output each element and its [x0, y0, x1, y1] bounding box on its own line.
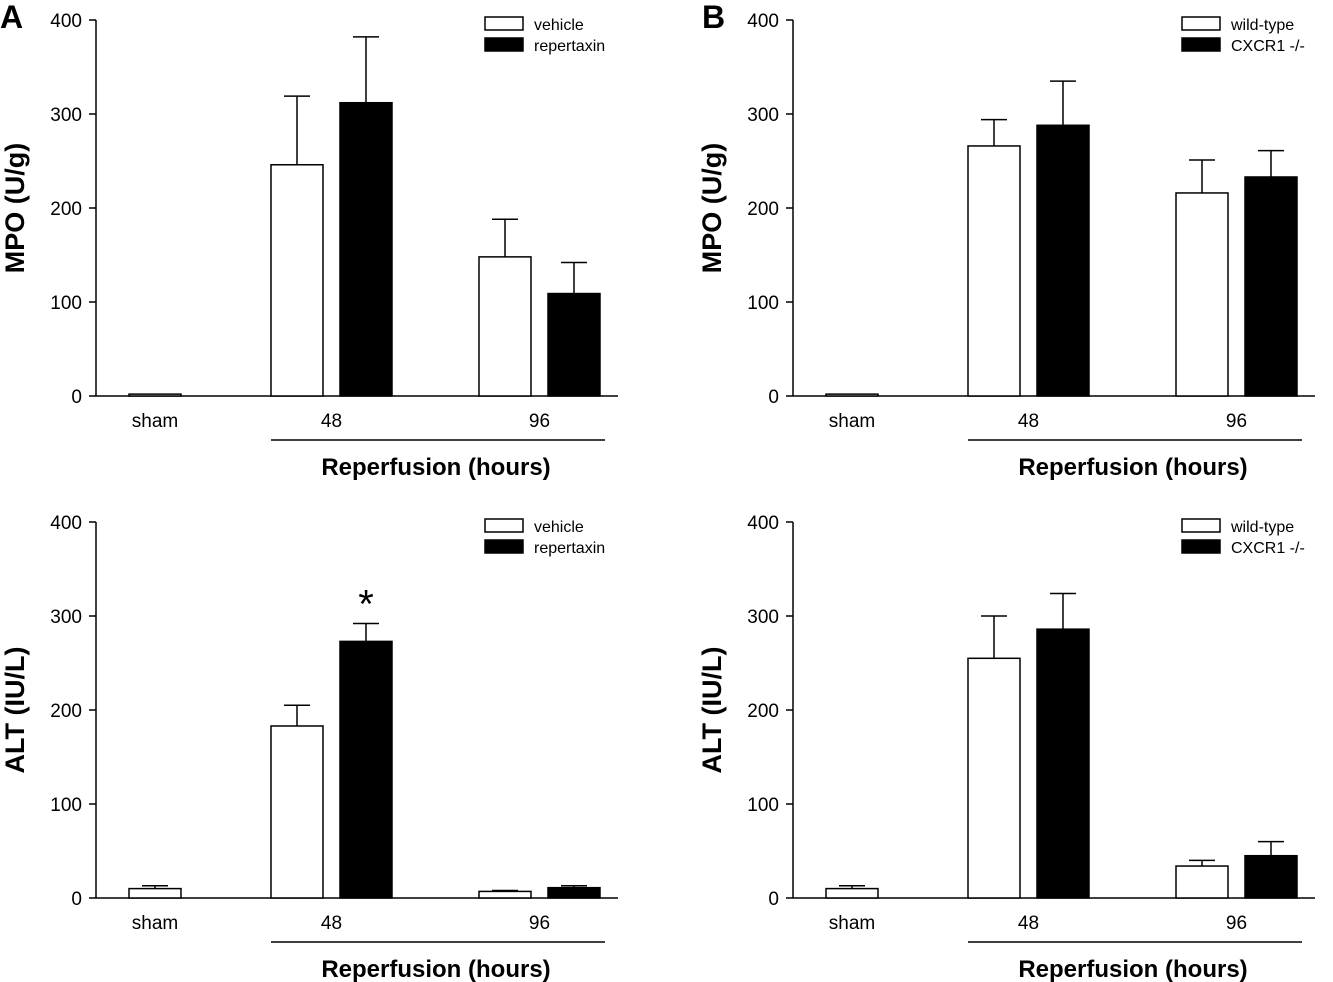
x-axis-label: Reperfusion (hours)	[1018, 956, 1247, 982]
x-tick-label: 96	[529, 913, 550, 934]
panel-label-b: B	[702, 0, 725, 35]
y-tick-label: 200	[50, 701, 82, 722]
bar-sham-vehicle	[128, 393, 182, 397]
bar-48-wild-type	[967, 657, 1021, 899]
y-tick-label: 0	[71, 889, 82, 910]
legend-swatch	[484, 518, 524, 533]
legend-label: repertaxin	[534, 540, 605, 557]
legend-label: wild-type	[1230, 17, 1294, 34]
y-tick-label: 100	[50, 795, 82, 816]
x-axis-label: Reperfusion (hours)	[1018, 454, 1247, 481]
x-tick-label: sham	[132, 913, 178, 934]
bar-96-wild-type	[1175, 865, 1229, 899]
bar-48-cxcr1-	[1036, 124, 1090, 397]
chart-panel-1: 0 100 200 300 400 MPO (U/g) sham 48 96 Reperfusio…	[0, 11, 618, 481]
y-tick-label: 200	[747, 199, 779, 220]
legend-swatch	[1181, 16, 1221, 31]
y-tick-label: 300	[50, 105, 82, 126]
x-axis-label: Reperfusion (hours)	[321, 956, 550, 982]
y-tick-label: 200	[747, 701, 779, 722]
chart-panel-3: 0 100 200 300 400 ALT (IU/L) * sham 48 96 Reperfus…	[0, 513, 618, 982]
y-tick-label: 300	[747, 607, 779, 628]
y-tick-label: 400	[747, 11, 779, 32]
bar-48-cxcr1-	[1036, 628, 1090, 899]
x-tick-label: 48	[1018, 411, 1039, 432]
charts-group: 0 100 200 300 400 MPO (U/g) sham 48 96 Reperfusio…	[0, 11, 1315, 982]
legend-label: CXCR1 -/-	[1231, 38, 1305, 55]
x-tick-label: 96	[529, 411, 550, 432]
legend-swatch	[1181, 518, 1221, 533]
y-tick-label: 300	[747, 105, 779, 126]
legend-swatch	[1181, 37, 1221, 52]
y-tick-label: 200	[50, 199, 82, 220]
bar-96-wild-type	[1175, 192, 1229, 397]
legend-label: CXCR1 -/-	[1231, 540, 1305, 557]
y-tick-label: 100	[747, 293, 779, 314]
bar-96-cxcr1-	[1244, 176, 1298, 397]
x-tick-label: sham	[829, 411, 875, 432]
y-tick-label: 400	[50, 513, 82, 534]
bar-96-repertaxin	[547, 886, 601, 899]
y-axis-label: ALT (IU/L)	[697, 647, 727, 774]
legend-label: wild-type	[1230, 519, 1294, 536]
legend-swatch	[484, 16, 524, 31]
x-tick-label: 96	[1226, 913, 1247, 934]
y-tick-label: 0	[768, 889, 779, 910]
y-tick-label: 400	[50, 11, 82, 32]
legend-swatch	[1181, 539, 1221, 554]
chart-panel-4: 0 100 200 300 400 ALT (IU/L) sham 48 96 Reperfusi…	[697, 513, 1315, 982]
bar-sham-vehicle	[128, 887, 182, 899]
legend-label: repertaxin	[534, 38, 605, 55]
y-tick-label: 100	[747, 795, 779, 816]
x-axis-label: Reperfusion (hours)	[321, 454, 550, 481]
legend-label: vehicle	[534, 17, 584, 34]
bar-sham-wild-type	[825, 887, 879, 899]
x-tick-label: sham	[829, 913, 875, 934]
panel-label-a: A	[0, 0, 23, 35]
legend-swatch	[484, 37, 524, 52]
bar-96-cxcr1-	[1244, 854, 1298, 899]
y-axis-label: ALT (IU/L)	[0, 647, 30, 774]
chart-panel-2: 0 100 200 300 400 MPO (U/g) sham 48 96 Reperfusio…	[697, 11, 1315, 481]
bar-48-vehicle	[270, 164, 324, 397]
bar-96-vehicle	[478, 890, 532, 899]
bar-48-wild-type	[967, 145, 1021, 397]
bar-48-repertaxin	[339, 101, 393, 397]
y-axis-label: MPO (U/g)	[697, 143, 727, 273]
x-tick-label: 96	[1226, 411, 1247, 432]
x-tick-label: 48	[1018, 913, 1039, 934]
significance-marker: *	[358, 583, 374, 627]
y-tick-label: 100	[50, 293, 82, 314]
y-tick-label: 400	[747, 513, 779, 534]
x-tick-label: 48	[321, 411, 342, 432]
x-tick-label: 48	[321, 913, 342, 934]
legend-label: vehicle	[534, 519, 584, 536]
x-tick-label: sham	[132, 411, 178, 432]
y-tick-label: 300	[50, 607, 82, 628]
bar-96-vehicle	[478, 256, 532, 397]
bar-96-repertaxin	[547, 292, 601, 397]
bar-48-vehicle	[270, 725, 324, 899]
y-axis-label: MPO (U/g)	[0, 143, 30, 273]
bar-48-repertaxin	[339, 640, 393, 899]
y-tick-label: 0	[71, 387, 82, 408]
legend-swatch	[484, 539, 524, 554]
y-tick-label: 0	[768, 387, 779, 408]
bar-sham-wild-type	[825, 393, 879, 397]
